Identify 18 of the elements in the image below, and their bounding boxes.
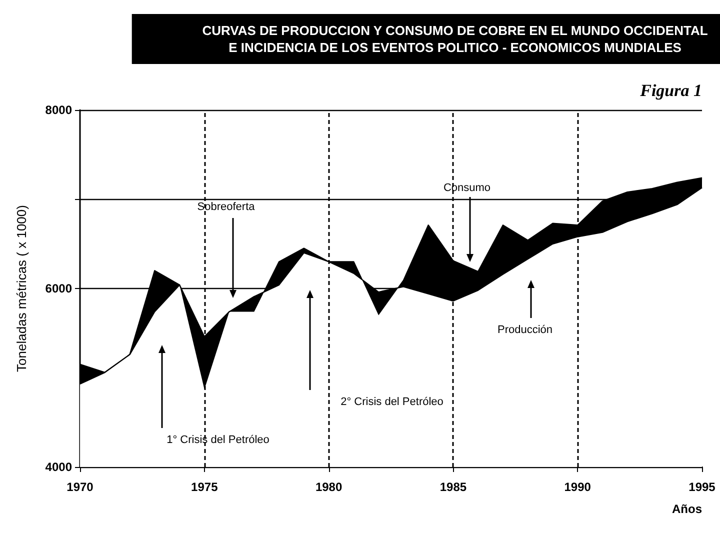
annotation: Producción [497,324,553,336]
y-tick-label: 6000 [45,282,72,296]
annotation: 2° Crisis del Petróleo [340,396,444,408]
text: Figura 1 [640,81,702,101]
x-tick-label: 1995 [688,480,716,494]
y-axis-title: Toneladas métricas ( x 1000) [14,205,29,372]
x-axis-title: Años [672,502,702,516]
x-tick-label: 1985 [440,480,467,494]
annotation: Sobreoferta [197,201,255,213]
y-tick-label: 8000 [45,103,72,117]
x-tick-label: 1975 [191,480,218,494]
annotation: 1° Crisis del Petróleo [166,434,270,446]
x-tick-label: 1990 [564,480,592,494]
y-tick-label: 4000 [45,460,72,474]
chart-title: CURVAS DE PRODUCCION Y CONSUMO DE COBRE EN EL MUNDO OCCIDENTAL E INCIDENCIA DE LOS EVENTOS POLITICO - ECONOMICOS MUNDIALES [202,23,708,55]
annotation: Consumo [443,182,491,194]
x-tick-label: 1980 [315,480,342,494]
x-tick-label: 1970 [66,480,94,494]
